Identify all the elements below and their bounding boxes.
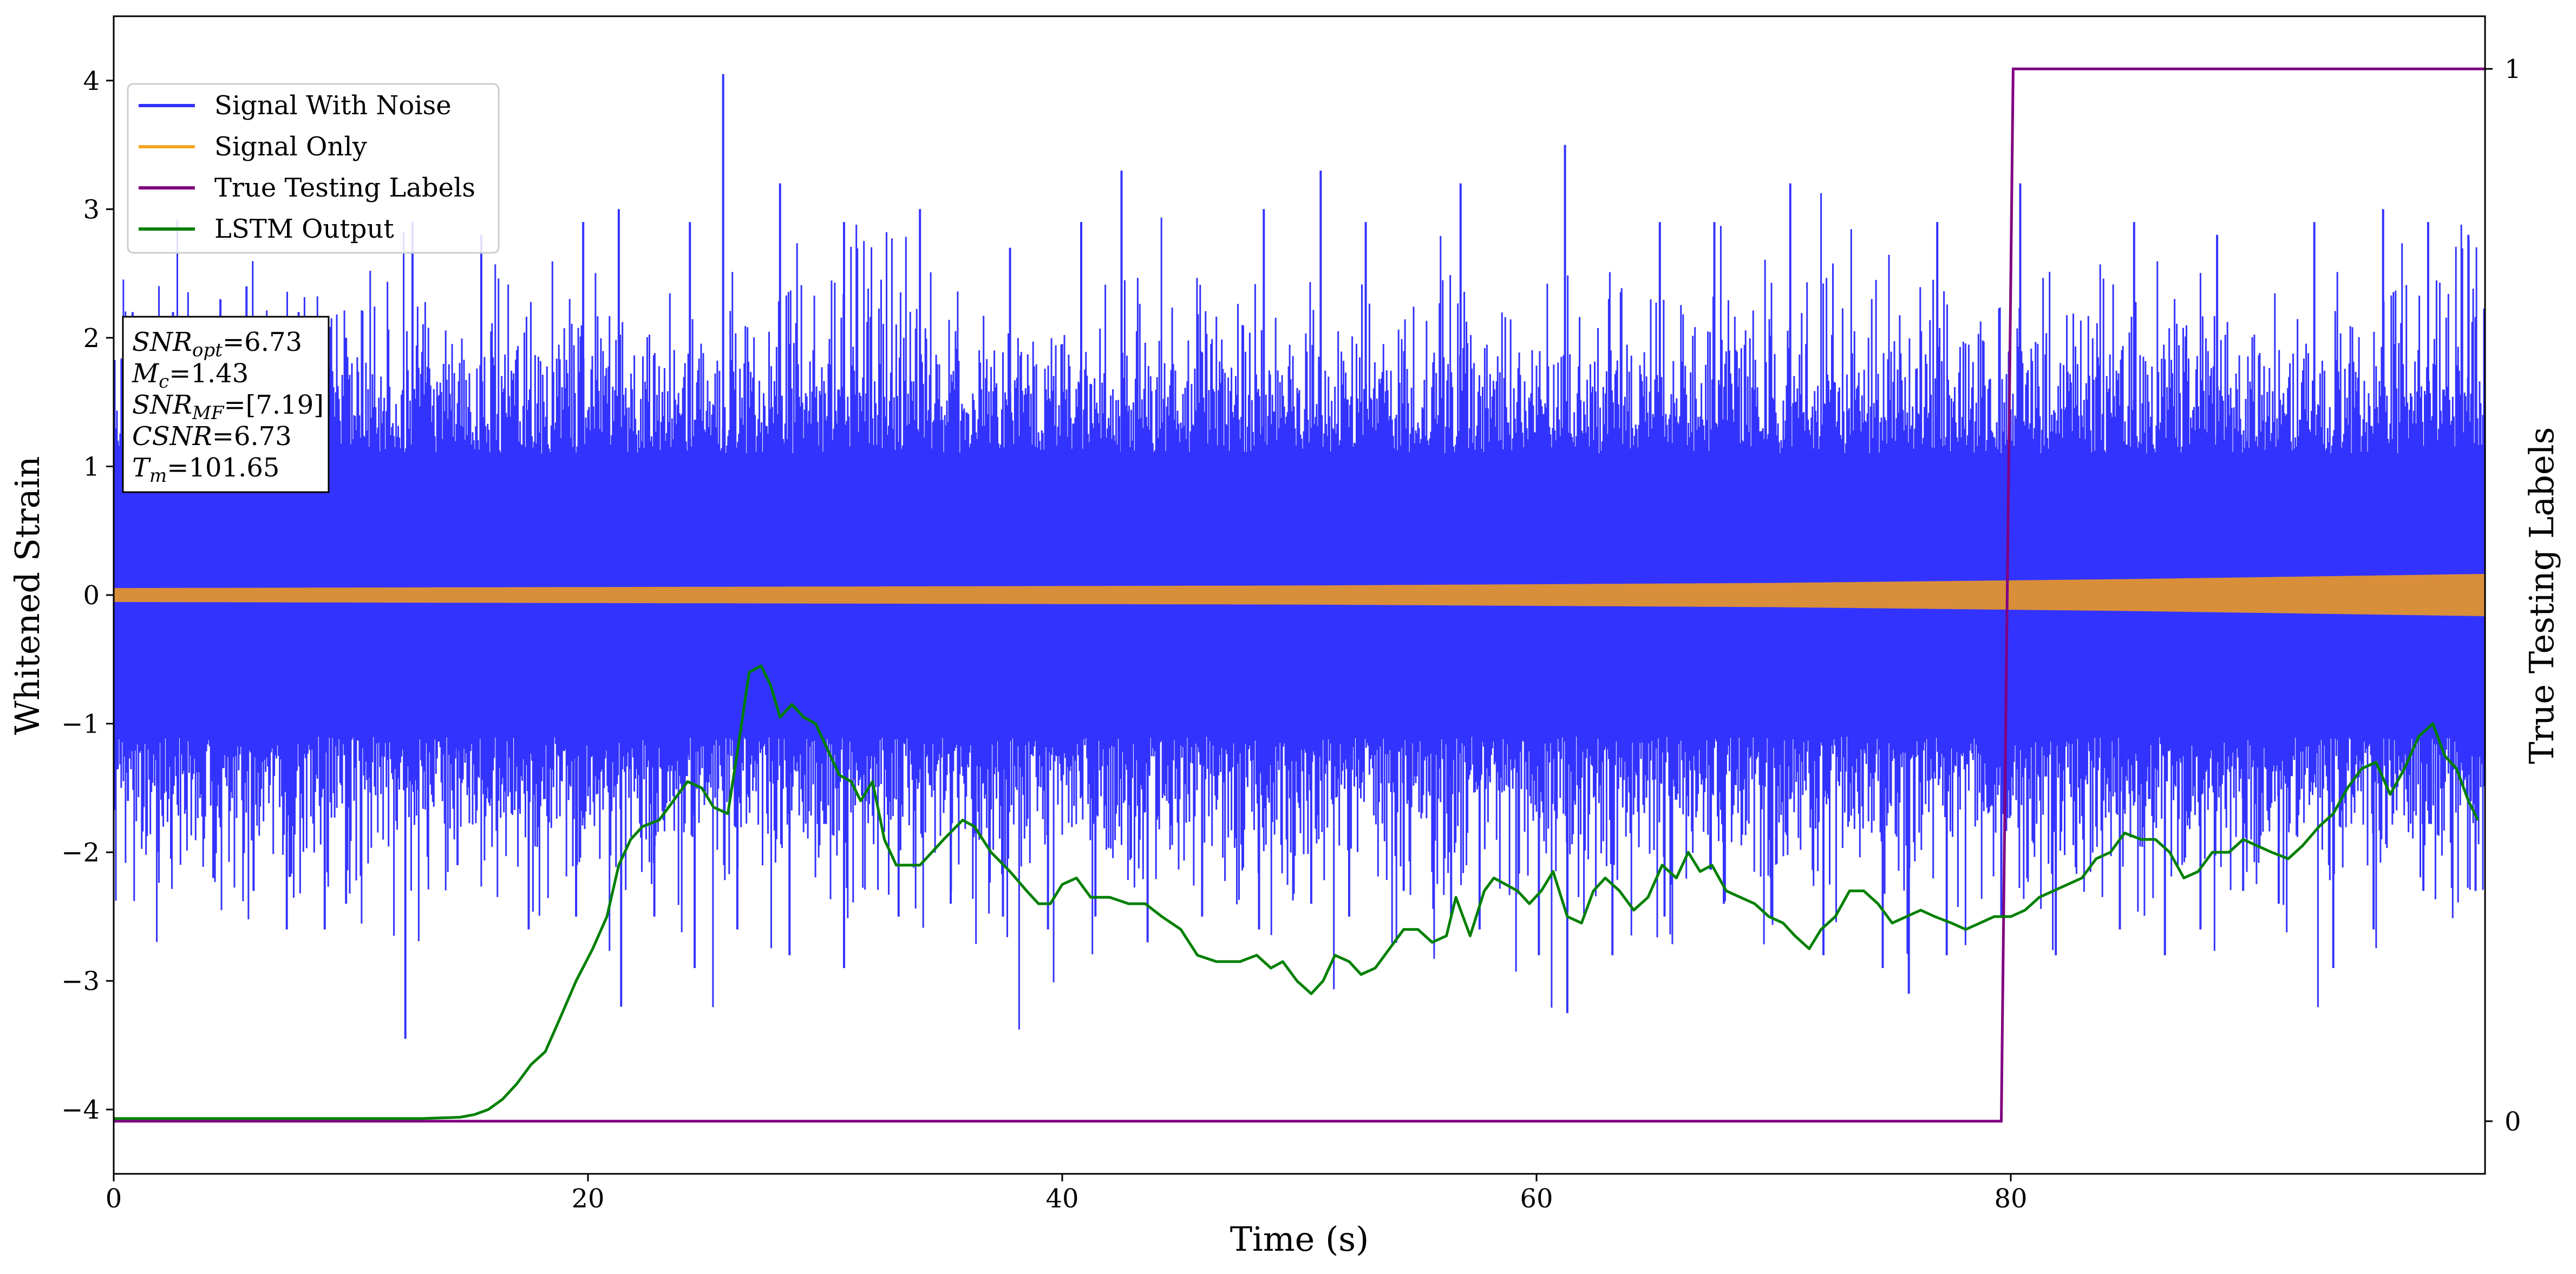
x-tick-label: 20 [571, 1184, 604, 1214]
legend-box [127, 83, 500, 254]
x-tick-label: 60 [1520, 1184, 1553, 1214]
annotation-line: Mc=1.43 [132, 358, 249, 393]
y-tick-label: −1 [61, 709, 100, 740]
annotation-line: SNRMF=[7.19] [132, 390, 324, 424]
lstm-output-series [114, 664, 2480, 1120]
y-tick-label: 2 [83, 323, 100, 354]
y2-tick-label: 1 [2505, 54, 2521, 84]
x-axis-ticks: 0 20 40 60 80 [106, 1174, 2028, 1214]
y-tick-label: −3 [61, 966, 100, 997]
y-axis-ticks: −4 −3 −2 −1 0 1 2 3 4 [61, 66, 114, 1125]
plot-area [114, 67, 2485, 1123]
y-tick-label: 3 [83, 194, 100, 225]
true-testing-labels-series [114, 67, 2485, 1123]
y-axis-title: Whitened Strain [8, 456, 47, 735]
legend-label: Signal With Noise [214, 90, 452, 121]
parameter-annotation: SNRopt=6.73Mc=1.43SNRMF=[7.19]CSNR=6.73T… [122, 316, 330, 493]
y-tick-label: −2 [61, 838, 100, 868]
x-tick-label: 0 [106, 1184, 122, 1214]
x-axis-title: Time (s) [1230, 1219, 1369, 1259]
x-tick-label: 80 [1994, 1184, 2027, 1214]
annotation-line: Tm=101.65 [132, 453, 279, 487]
y2-tick-label: 0 [2505, 1107, 2521, 1137]
y-tick-label: 0 [83, 580, 100, 611]
y2-axis-ticks: 01 [2485, 54, 2521, 1137]
y-tick-label: −4 [61, 1095, 100, 1125]
legend-label: Signal Only [214, 132, 367, 162]
y-tick-label: 4 [83, 66, 100, 96]
y2-axis-title: True Testing Labels [2522, 427, 2561, 765]
lstm-output-line [114, 664, 2480, 1120]
legend: Signal With Noise Signal Only True Testing… [127, 83, 500, 254]
x-tick-label: 40 [1045, 1184, 1078, 1214]
signal-only-series [114, 573, 2485, 617]
legend-label: True Testing Labels [214, 173, 475, 203]
true-testing-labels-line [114, 67, 2485, 1123]
legend-label: LSTM Output [214, 214, 394, 244]
chirp-band [114, 573, 2485, 617]
y-tick-label: 1 [83, 452, 100, 482]
annotation-line: CSNR=6.73 [132, 421, 292, 452]
annotation-line: SNRopt=6.73 [132, 327, 302, 361]
annotation-box [122, 316, 330, 493]
